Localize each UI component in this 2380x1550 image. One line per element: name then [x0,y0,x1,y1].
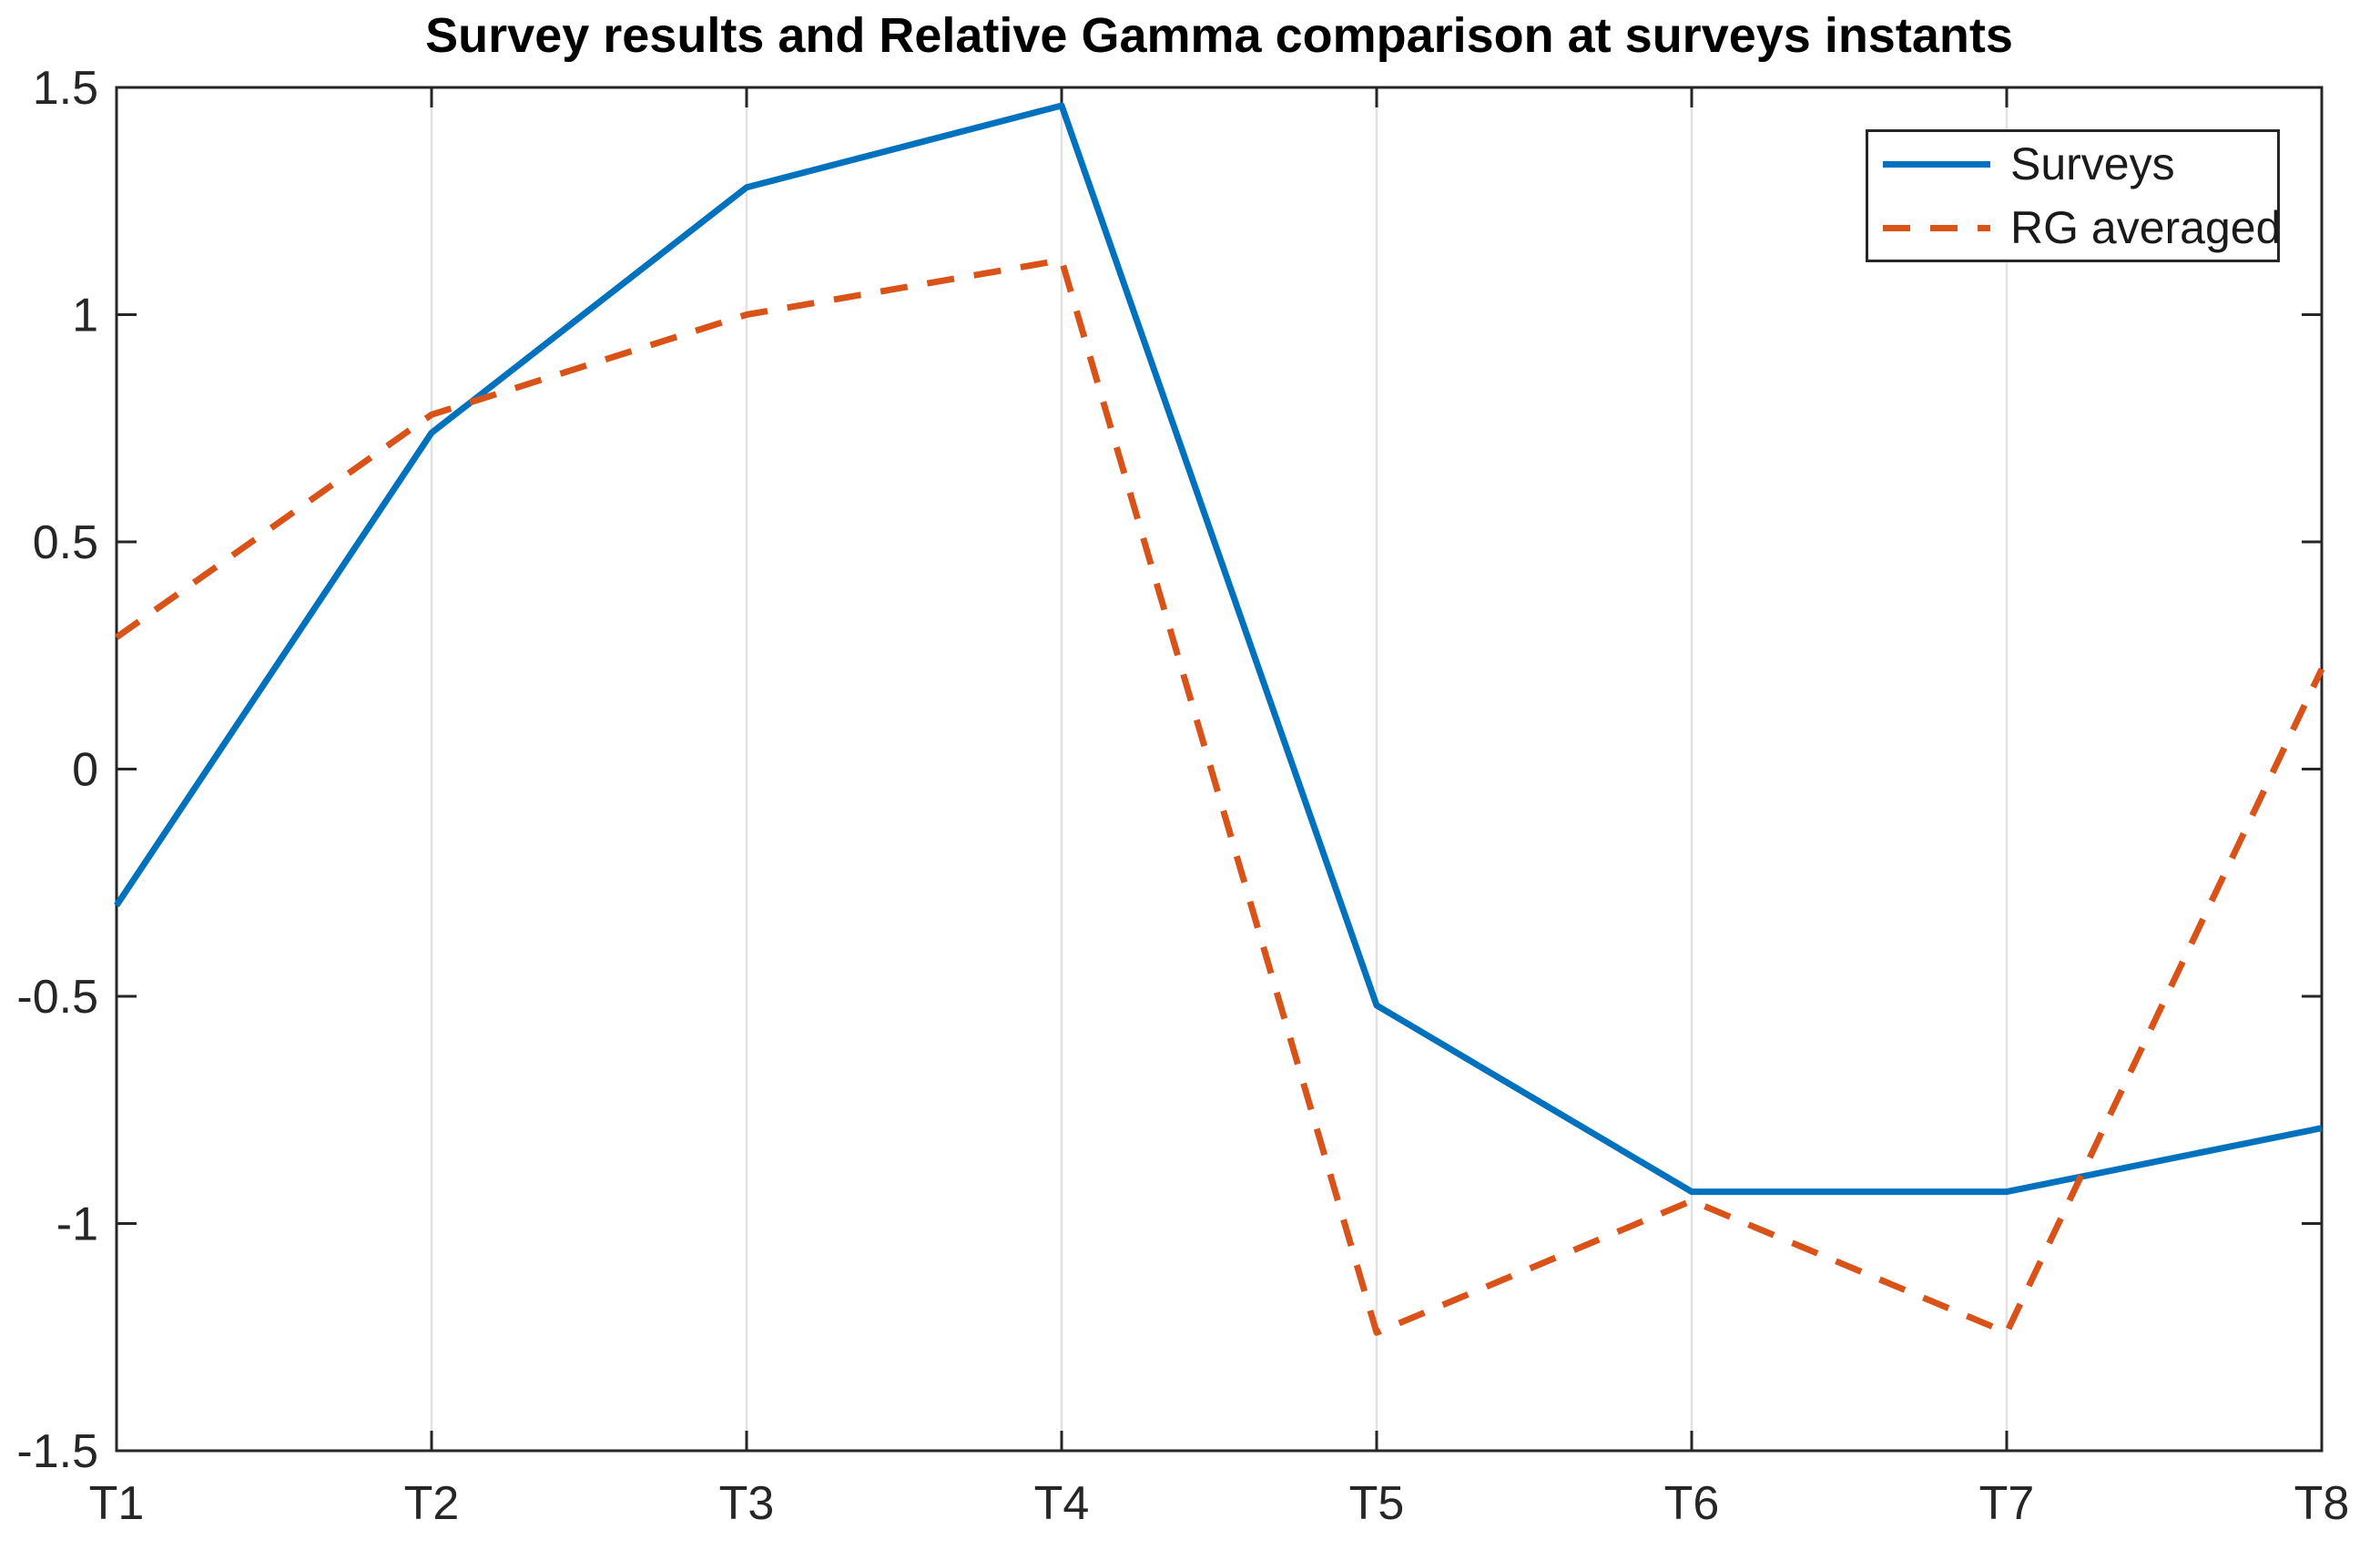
y-tick-label: -0.5 [16,971,98,1024]
surveys-line-sample-icon [1883,160,1990,168]
y-tick-label: 0.5 [33,516,98,569]
legend-entry-rg-averaged: RG averaged [1883,205,2281,250]
x-tick-label: T6 [1664,1477,1720,1530]
chart-title: Survey results and Relative Gamma compar… [425,8,2013,63]
x-tick-label: T8 [2294,1477,2350,1530]
y-tick-label: 1 [72,290,98,342]
legend-label-rg-averaged: RG averaged [2010,202,2282,253]
plot-area-border [115,86,2324,1453]
y-tick-label: 0 [72,744,98,797]
series-line-rg-averaged [114,257,2325,1336]
legend-entry-surveys: Surveys [1883,141,2277,187]
legend-label-surveys: Surveys [2010,138,2175,189]
x-tick-label: T3 [719,1477,775,1530]
legend: Surveys RG averaged [1866,129,2281,262]
y-tick-label: -1 [56,1198,98,1251]
x-tick-label: T4 [1034,1477,1090,1530]
rg-averaged-line-sample-icon [1883,224,1990,231]
y-tick-label: -1.5 [16,1425,98,1478]
series-line-surveys [114,102,2323,1196]
x-tick-label: T2 [404,1477,460,1530]
x-tick-label: T5 [1349,1477,1405,1530]
x-tick-label: T7 [1979,1477,2035,1530]
y-tick-label: 1.5 [33,62,98,115]
x-tick-label: T1 [89,1477,145,1530]
